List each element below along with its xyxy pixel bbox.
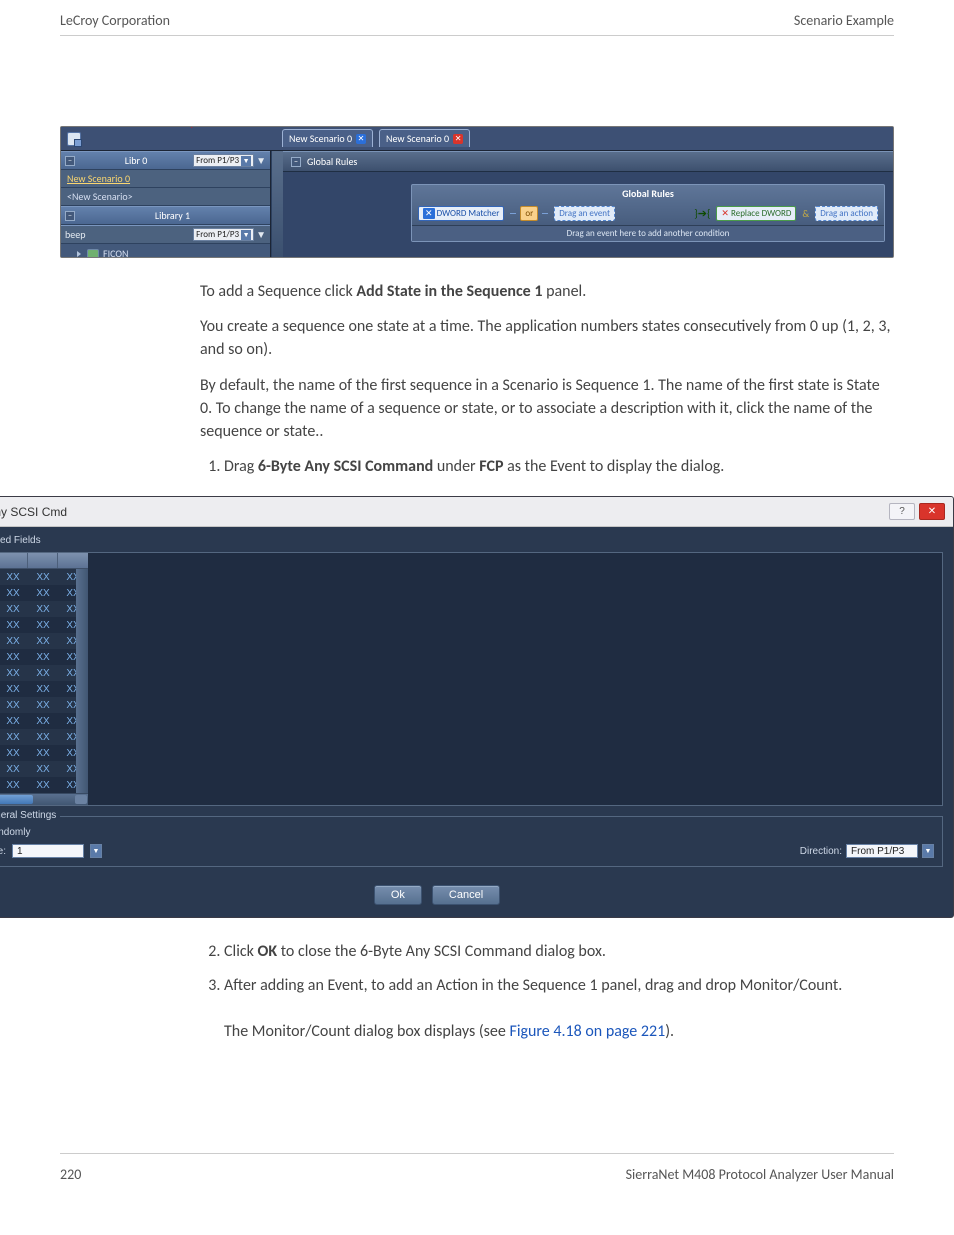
count-randomly-label: Count Randomly xyxy=(0,827,30,838)
or-chip: or xyxy=(520,206,538,221)
header-left: LeCroy Corporation xyxy=(60,12,170,29)
scrollbar-horizontal[interactable] xyxy=(0,793,88,805)
cancel-button[interactable]: Cancel xyxy=(432,885,500,905)
step-2: Click OK to close the 6-Byte Any SCSI Co… xyxy=(224,940,894,963)
close-button[interactable]: ✕ xyxy=(919,503,945,520)
help-button[interactable]: ? xyxy=(889,503,915,520)
screenshot-scenario-editor: New Scenario 0✕New Scenario 0✕ − Libr 0 … xyxy=(60,126,894,258)
table-row[interactable]: 0014XXXXXXXX xyxy=(0,777,88,793)
paragraph: You create a sequence one state at a tim… xyxy=(200,315,894,361)
paragraph: By default, the name of the first sequen… xyxy=(200,374,894,444)
table-row[interactable]: 0012XXXXXXXX xyxy=(0,745,88,761)
scenario-item-new[interactable]: <New Scenario> xyxy=(61,188,270,206)
library1-beep: beep xyxy=(65,228,193,241)
app-icon xyxy=(67,132,81,146)
dropdown-icon[interactable]: ▼ xyxy=(256,228,266,241)
collapse-icon[interactable]: − xyxy=(291,157,301,167)
dialog-title: 6-Byte Any SCSI Cmd xyxy=(0,505,67,519)
protocol-icon xyxy=(87,249,99,259)
column-header[interactable] xyxy=(0,553,28,568)
hide-reserved-label: Hide Reserved Fields xyxy=(0,535,41,546)
drag-event-target[interactable]: Drag an event xyxy=(554,206,615,221)
header-right: Scenario Example xyxy=(794,12,894,29)
direction-dropdown-icon[interactable]: ▼ xyxy=(922,844,934,858)
column-header[interactable] xyxy=(58,553,88,568)
library1-title: Library 1 xyxy=(79,209,266,222)
table-row[interactable]: 0010XXXXXXXX xyxy=(0,713,88,729)
direction-select[interactable]: From P1/P3▼ xyxy=(193,228,254,241)
drag-action-target[interactable]: Drag an action xyxy=(815,206,878,221)
close-icon[interactable]: ✕ xyxy=(356,134,366,144)
panel-title: Global Rules xyxy=(412,185,884,202)
table-row[interactable]: 0004XXXXXXXX xyxy=(0,617,88,633)
figure-link[interactable]: Figure 4.18 on page 221 xyxy=(509,1022,665,1041)
column-header[interactable] xyxy=(28,553,58,568)
step-3: After adding an Event, to add an Action … xyxy=(224,974,894,1044)
library0-title: Libr 0 xyxy=(79,154,193,167)
page-number: 220 xyxy=(60,1166,81,1183)
collapse-icon[interactable]: − xyxy=(65,211,75,221)
direction-label: Direction: xyxy=(800,846,842,857)
table-row[interactable]: 0006XXXXXXXX xyxy=(0,649,88,665)
table-row[interactable]: 0011XXXXXXXX xyxy=(0,729,88,745)
tree-item[interactable]: FICON xyxy=(65,246,266,258)
counter-dropdown-icon[interactable]: ▼ xyxy=(90,844,102,858)
global-rules-label: Global Rules xyxy=(307,155,357,168)
counter-value-label: Counter Value: xyxy=(0,846,6,857)
flow-arrow-icon: }➔{ xyxy=(694,207,710,220)
dword-matcher-chip[interactable]: ✕ DWORD Matcher xyxy=(418,206,504,221)
table-row[interactable]: 0013XXXXXXXX xyxy=(0,761,88,777)
step-1: Drag 6-Byte Any SCSI Command under FCP a… xyxy=(224,455,894,478)
footer-title: SierraNet M408 Protocol Analyzer User Ma… xyxy=(626,1166,894,1183)
direction-select[interactable]: From P1/P3▼ xyxy=(193,154,254,167)
table-row[interactable]: 0009XXXXXXXX xyxy=(0,697,88,713)
scrollbar-vertical[interactable] xyxy=(76,569,88,793)
scenario-tab[interactable]: New Scenario 0✕ xyxy=(282,129,373,147)
paragraph: To add a Sequence click Add State in the… xyxy=(200,280,894,303)
panel-footer-hint: Drag an event here to add another condit… xyxy=(412,225,884,241)
screenshot-scsi-dialog: 6-Byte Any SCSI Cmd ? ✕ Hide Reserved Fi… xyxy=(0,496,954,918)
dropdown-icon[interactable]: ▼ xyxy=(256,154,266,167)
table-row[interactable]: 0002XXXXXXXX xyxy=(0,585,88,601)
ok-button[interactable]: Ok xyxy=(374,885,422,905)
table-row[interactable]: 0007XXXXXXXX xyxy=(0,665,88,681)
table-row[interactable]: 000308XXXXXX xyxy=(0,601,88,617)
table-row[interactable]: 000106XXXXXX xyxy=(0,569,88,585)
table-row[interactable]: 0005XXXXXXXX xyxy=(0,633,88,649)
general-legend: Infusion General Settings xyxy=(0,810,60,821)
direction-select[interactable]: From P1/P3 xyxy=(846,844,918,858)
close-icon[interactable]: ✕ xyxy=(453,134,463,144)
replace-dword-chip[interactable]: ✕ Replace DWORD xyxy=(716,206,796,221)
table-row[interactable]: 0008XXXXXXXX xyxy=(0,681,88,697)
scenario-tab[interactable]: New Scenario 0✕ xyxy=(379,129,470,147)
expand-icon xyxy=(77,251,83,257)
counter-value-input[interactable]: 1 xyxy=(12,844,84,858)
scrollbar[interactable] xyxy=(271,151,283,257)
scenario-item-selected[interactable]: New Scenario 0 xyxy=(61,170,270,188)
collapse-icon[interactable]: − xyxy=(65,156,75,166)
